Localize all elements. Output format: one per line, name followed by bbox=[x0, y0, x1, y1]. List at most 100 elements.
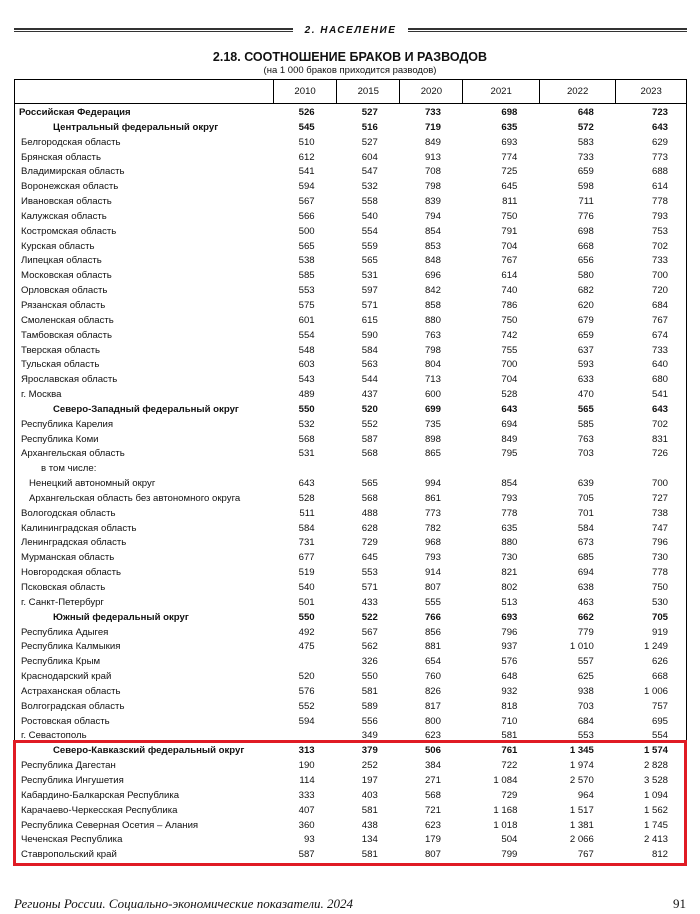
value-cell: 802 bbox=[501, 582, 518, 593]
value-cell: 679 bbox=[577, 314, 594, 326]
value-cell: 2 828 bbox=[643, 760, 668, 772]
value-cell: 1 249 bbox=[643, 641, 668, 653]
value-cell: 567 bbox=[361, 626, 378, 638]
value-cell: 190 bbox=[298, 760, 315, 772]
value-cell: 682 bbox=[577, 285, 594, 297]
table-row: Калужская область 566 540 794 750 776 793 bbox=[15, 210, 687, 225]
value-cell: 584 bbox=[298, 522, 315, 534]
value-cell: 747 bbox=[651, 522, 668, 534]
value-cell: 807 bbox=[424, 849, 441, 861]
value-cell: 680 bbox=[651, 374, 668, 386]
value-cell: 849 bbox=[501, 433, 518, 445]
value-cell: 719 bbox=[424, 121, 441, 133]
row-label: Архангельская область без автономного ок… bbox=[29, 492, 241, 504]
row-label: Псковская область bbox=[21, 582, 106, 593]
table-row: Республика Северная Осетия – Алания 360 43… bbox=[15, 819, 687, 834]
value-cell: 384 bbox=[424, 760, 441, 772]
value-cell: 693 bbox=[501, 611, 518, 623]
value-cell: 733 bbox=[651, 255, 668, 267]
value-cell: 713 bbox=[424, 374, 441, 386]
value-cell: 554 bbox=[361, 225, 378, 237]
value-cell: 643 bbox=[501, 403, 518, 415]
value-cell: 531 bbox=[298, 448, 315, 460]
value-cell bbox=[463, 462, 539, 477]
value-cell: 585 bbox=[298, 270, 315, 282]
value-cell: 831 bbox=[651, 433, 668, 445]
value-cell: 626 bbox=[651, 656, 668, 668]
value-cell: 633 bbox=[577, 374, 594, 386]
value-cell: 528 bbox=[501, 389, 518, 401]
table-row: Псковская область 540 571 807 802 638 750 bbox=[15, 581, 687, 596]
value-cell: 694 bbox=[501, 418, 518, 430]
value-cell: 782 bbox=[424, 522, 441, 534]
row-label: Чеченская Республика bbox=[21, 834, 123, 846]
value-cell: 773 bbox=[424, 507, 441, 519]
value-cell: 659 bbox=[577, 166, 594, 178]
value-cell: 731 bbox=[298, 537, 315, 549]
value-cell: 778 bbox=[501, 507, 518, 519]
row-label: Северо-Кавказский федеральный округ bbox=[53, 745, 245, 757]
value-cell: 720 bbox=[651, 285, 668, 297]
value-cell: 637 bbox=[577, 344, 594, 356]
value-cell: 753 bbox=[651, 225, 668, 237]
value-cell: 811 bbox=[502, 196, 518, 208]
value-cell: 598 bbox=[577, 181, 594, 193]
value-cell: 530 bbox=[651, 596, 668, 608]
row-label: в том числе: bbox=[41, 463, 97, 475]
value-cell: 702 bbox=[651, 240, 668, 252]
value-cell: 654 bbox=[424, 656, 441, 668]
value-cell: 1 094 bbox=[643, 789, 668, 801]
value-cell: 463 bbox=[577, 596, 594, 608]
value-cell: 581 bbox=[361, 849, 378, 861]
value-cell: 839 bbox=[424, 196, 441, 208]
value-cell: 540 bbox=[361, 210, 378, 222]
value-cell: 576 bbox=[298, 685, 315, 697]
value-cell: 532 bbox=[361, 181, 378, 193]
table-row: Смоленская область 601 615 880 750 679 767 bbox=[15, 314, 687, 329]
value-cell bbox=[400, 462, 463, 477]
value-cell: 684 bbox=[651, 299, 668, 311]
value-cell: 865 bbox=[424, 448, 441, 460]
row-label: г. Москва bbox=[21, 389, 62, 401]
value-cell: 702 bbox=[651, 418, 668, 430]
row-label: Рязанская область bbox=[21, 299, 106, 311]
value-cell: 723 bbox=[651, 107, 668, 118]
value-cell: 603 bbox=[298, 359, 315, 371]
value-cell: 700 bbox=[651, 270, 668, 282]
value-cell: 778 bbox=[651, 567, 668, 579]
table-row: Тамбовская область 554 590 763 742 659 674 bbox=[15, 329, 687, 344]
marriage-divorce-table: 2010 2015 2020 2021 2022 2023 Российская… bbox=[14, 79, 687, 865]
value-cell: 914 bbox=[424, 567, 441, 579]
table-row: Липецкая область 538 565 848 767 656 733 bbox=[15, 254, 687, 269]
value-cell: 580 bbox=[577, 270, 594, 282]
value-cell: 694 bbox=[577, 567, 594, 579]
value-cell: 567 bbox=[298, 196, 315, 208]
value-cell: 793 bbox=[424, 552, 441, 564]
table-row: Южный федеральный округ 550 522 766 693 662 70… bbox=[15, 611, 687, 626]
value-cell: 500 bbox=[298, 225, 315, 237]
value-cell: 818 bbox=[501, 700, 518, 712]
section-header: 2. НАСЕЛЕНИЕ bbox=[14, 23, 688, 37]
value-cell: 750 bbox=[501, 314, 518, 326]
value-cell: 597 bbox=[361, 285, 378, 297]
value-cell: 937 bbox=[501, 641, 518, 653]
value-cell: 93 bbox=[303, 834, 315, 846]
table-row: Белгородская область 510 527 849 693 583 629 bbox=[15, 136, 687, 151]
value-cell: 407 bbox=[298, 804, 315, 816]
value-cell: 522 bbox=[361, 611, 378, 623]
table-row: Ставропольский край 587 581 807 799 767 812 bbox=[15, 848, 687, 863]
value-cell: 729 bbox=[501, 789, 518, 801]
value-cell: 760 bbox=[424, 671, 441, 683]
value-cell: 349 bbox=[361, 730, 378, 742]
row-label: Московская область bbox=[21, 270, 112, 282]
value-cell: 550 bbox=[298, 611, 315, 623]
value-cell: 623 bbox=[424, 730, 441, 742]
value-cell: 379 bbox=[361, 745, 378, 757]
value-cell: 614 bbox=[651, 181, 668, 193]
value-cell: 550 bbox=[361, 671, 378, 683]
row-label: Российская Федерация bbox=[19, 107, 131, 118]
row-label: Новгородская область bbox=[21, 567, 121, 579]
value-cell: 994 bbox=[424, 478, 441, 490]
table-row: Республика Ингушетия 114 197 271 1 084 2 570 3… bbox=[15, 774, 687, 789]
row-label: Республика Северная Осетия – Алания bbox=[21, 819, 199, 831]
